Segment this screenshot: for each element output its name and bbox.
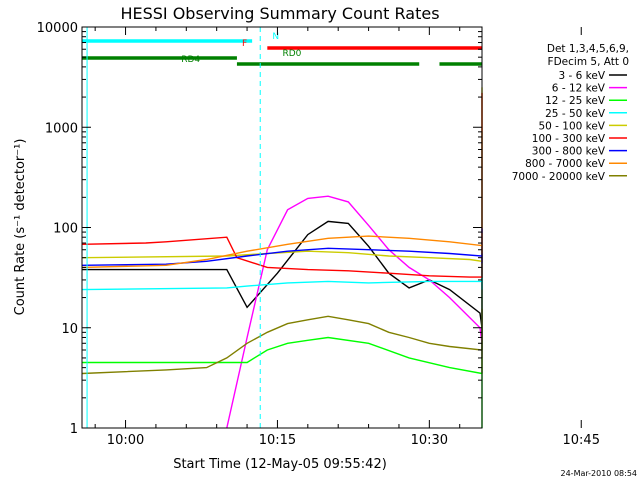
series-line-4 (81, 87, 483, 263)
y-tick-label-1: 10 (61, 322, 78, 337)
series-line-8 (81, 308, 483, 375)
legend-label-0: 3 - 6 keV (558, 70, 605, 82)
legend-header-1: FDecim 5, Att 0 (548, 56, 629, 68)
legend-header-0: Det 1,3,4,5,6,9, (547, 43, 629, 55)
series-lines (81, 87, 483, 429)
y-tick-label-2: 100 (53, 222, 78, 237)
flag-label-3: RD4 (181, 55, 200, 65)
x-tick-label-3: 10:45 (563, 433, 600, 448)
legend-label-6: 300 - 800 keV (532, 146, 606, 158)
flag-label-1: F (242, 39, 247, 49)
legend-label-5: 100 - 300 keV (532, 133, 606, 145)
series-line-5 (81, 92, 483, 278)
plot-frame (81, 26, 483, 429)
chart-title: HESSI Observing Summary Count Rates (120, 4, 439, 23)
flag-bars: N F RD0 RD4 (82, 32, 482, 66)
x-tick-label-2: 10:30 (411, 433, 448, 448)
legend-label-4: 50 - 100 keV (538, 120, 605, 132)
x-tick-label-1: 10:15 (259, 433, 296, 448)
flag-label-0: N (272, 32, 279, 42)
legend-label-7: 800 - 7000 keV (525, 158, 606, 170)
y-tick-label-4: 10000 (37, 21, 78, 36)
y-axis-label: Count Rate (s⁻¹ detector⁻¹) (13, 139, 28, 316)
legend-label-1: 6 - 12 keV (552, 83, 606, 95)
series-line-0 (82, 220, 483, 350)
y-tick-label-0: 1 (70, 422, 78, 437)
flag-label-2: RD0 (283, 49, 302, 59)
series-line-6 (81, 228, 483, 266)
legend-label-8: 7000 - 20000 keV (512, 171, 606, 183)
legend: Det 1,3,4,5,6,9,FDecim 5, Att 0 3 - 6 keV… (512, 43, 629, 183)
series-line-7 (81, 233, 483, 269)
footer-timestamp: 24-Mar-2010 08:54 (561, 469, 638, 478)
series-line-2 (82, 249, 483, 428)
legend-label-2: 12 - 25 keV (545, 95, 606, 107)
y-tick-label-3: 1000 (45, 121, 78, 136)
legend-label-3: 25 - 50 keV (545, 108, 606, 120)
x-tick-label-0: 10:00 (107, 433, 144, 448)
x-axis-label: Start Time (12-May-05 09:55:42) (173, 457, 387, 472)
y-axis-ticks: 1 10 100 1000 10000 (37, 21, 482, 437)
